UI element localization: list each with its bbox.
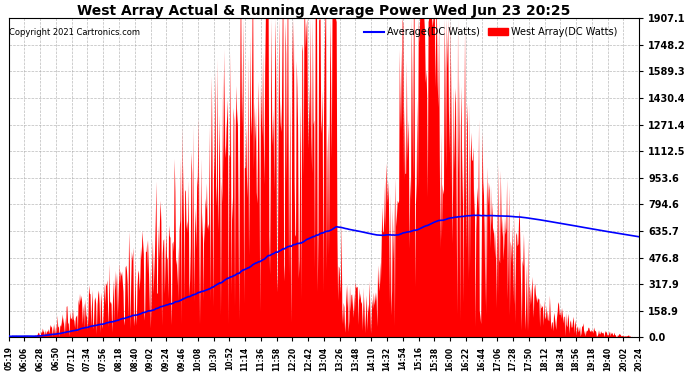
Text: Copyright 2021 Cartronics.com: Copyright 2021 Cartronics.com [9,28,140,37]
Title: West Array Actual & Running Average Power Wed Jun 23 20:25: West Array Actual & Running Average Powe… [77,4,571,18]
Legend: Average(DC Watts), West Array(DC Watts): Average(DC Watts), West Array(DC Watts) [360,23,622,41]
